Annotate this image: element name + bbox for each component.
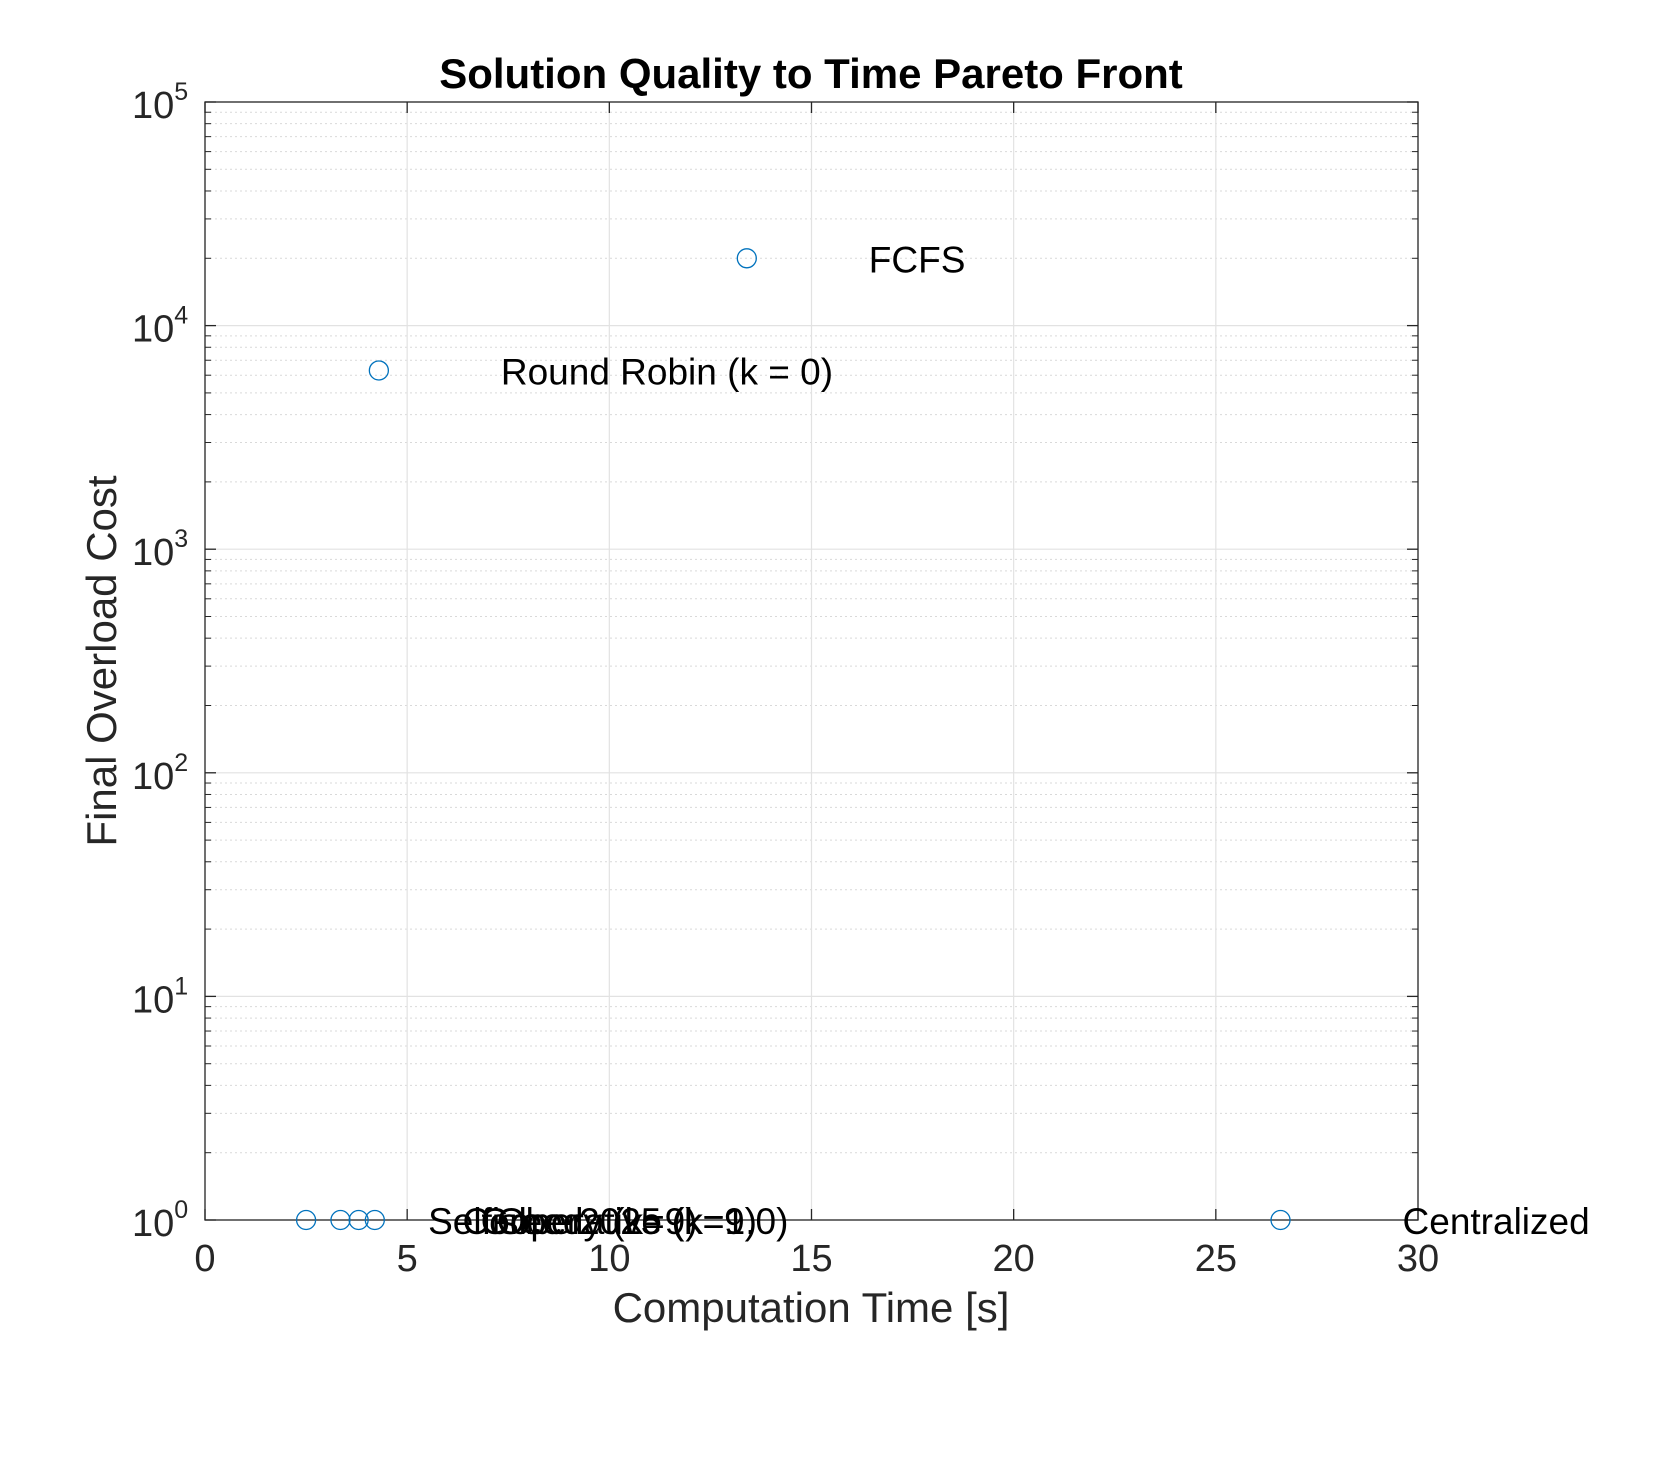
y-tick-labels: 100 101 102 103 104 105 [132,78,188,1245]
x-tick-label: 30 [1397,1238,1439,1280]
data-points [295,248,1291,1231]
point-label: FCFS [869,239,966,280]
point-label: Greedy (k=9) [481,1201,698,1242]
grid [204,101,1419,1221]
y-tick-label: 101 [132,972,188,1021]
y-tick-label: 100 [132,1196,188,1245]
x-tick-label: 5 [397,1238,418,1280]
point-label: Selfish [428,1201,539,1242]
y-tick-label: 105 [132,78,188,127]
point-label: Ober2025 (k=9) [497,1201,757,1242]
scatter-point [364,1209,385,1231]
axes-frame [204,101,1419,1221]
chart-title: Solution Quality to Time Pareto Front [439,50,1183,97]
scatter-point [348,1209,369,1231]
point-label: Round Robin (k = 0) [501,351,833,392]
x-axis-label: Computation Time [s] [613,1284,1010,1331]
y-tick-label: 102 [132,749,188,798]
x-tick-labels: 0 5 10 15 20 25 30 [194,1238,1439,1280]
x-tick-label: 15 [790,1238,832,1280]
x-tick-label: 10 [588,1238,630,1280]
point-label: Centralized [1403,1201,1590,1242]
point-labels: FCFS Round Robin (k = 0) SelfishCooperativ… [428,239,1590,1242]
point-label: Cooperative (k=1.0) [462,1201,788,1242]
x-tick-label: 20 [993,1238,1035,1280]
x-tick-label: 0 [194,1238,215,1280]
scatter-point [368,360,390,381]
scatter-point [736,248,757,269]
y-axis-label: Final Overload Cost [78,475,125,846]
y-tick-label: 103 [132,525,188,574]
scatter-point [295,1209,317,1231]
x-tick-label: 25 [1195,1238,1237,1280]
scatter-point [1270,1209,1291,1231]
y-tick-label: 104 [132,302,188,351]
scatter-point [330,1209,351,1231]
